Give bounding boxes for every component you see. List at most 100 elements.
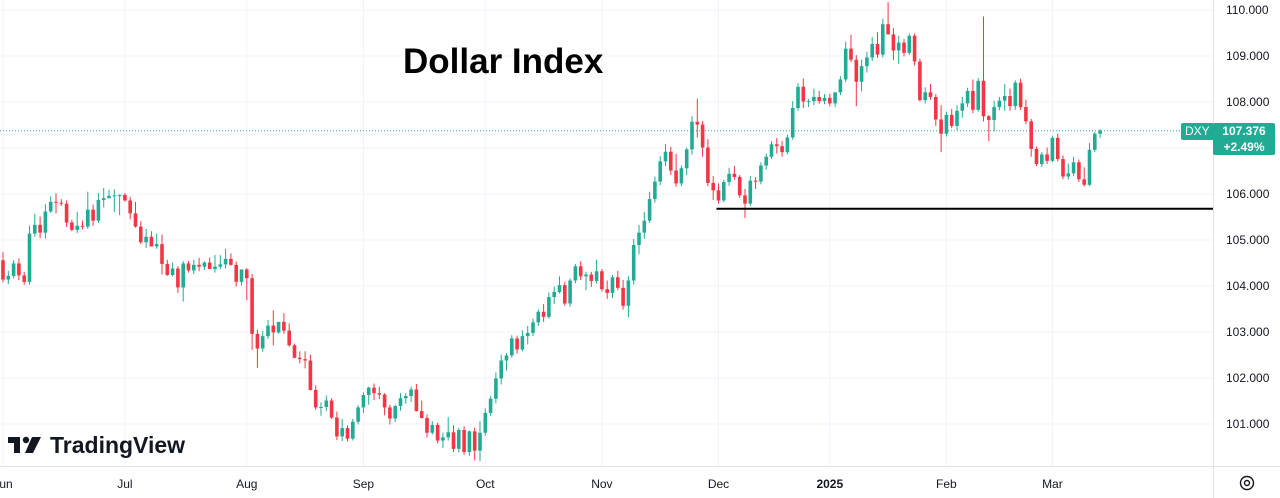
candle-body: [557, 285, 562, 292]
candle-body: [165, 263, 170, 275]
candle-body: [669, 151, 673, 171]
candle-body: [870, 44, 874, 58]
candle-body: [197, 264, 201, 267]
candle-body: [817, 96, 821, 102]
candle-body: [70, 222, 74, 230]
candle-body: [1040, 154, 1044, 165]
candle-body: [96, 199, 101, 221]
candle-body: [260, 336, 265, 349]
candle-body: [939, 119, 943, 134]
candle-body: [446, 432, 450, 438]
candle-body: [828, 97, 832, 104]
candle-body: [11, 263, 16, 276]
candle-body: [1098, 130, 1102, 134]
candle-body: [388, 407, 392, 419]
candle-body: [594, 271, 599, 281]
tradingview-logo-icon: [8, 436, 41, 453]
candle-body: [785, 137, 790, 153]
candle-body: [706, 147, 710, 183]
candle-body: [1, 260, 5, 280]
candle-body: [510, 338, 514, 356]
gear-icon[interactable]: [1238, 474, 1256, 492]
candle-body: [43, 211, 48, 233]
candle-body: [425, 418, 429, 433]
candle-body: [181, 263, 185, 288]
candle-body: [213, 266, 217, 269]
candle-body: [382, 394, 387, 408]
candle-body: [796, 86, 800, 108]
candle-body: [854, 59, 859, 82]
candle-body: [345, 428, 350, 439]
candle-body: [965, 90, 970, 104]
candle-body: [149, 236, 154, 247]
candle-body: [743, 195, 747, 204]
candle-body: [27, 233, 32, 282]
x-tick-label: Aug: [236, 477, 257, 491]
candle-body: [329, 400, 334, 418]
logo-text: TradingView: [50, 431, 186, 458]
candle-body: [494, 378, 498, 399]
candle-body: [366, 387, 371, 396]
candle-body: [843, 48, 848, 80]
chart-title: Dollar Index: [403, 42, 604, 81]
candle-body: [531, 322, 535, 333]
candle-body: [616, 277, 620, 288]
candle-body: [276, 321, 281, 333]
candle-body: [271, 325, 276, 333]
candle-body: [578, 266, 583, 277]
candle-body: [504, 355, 509, 361]
candle-body: [239, 269, 244, 282]
candle-body: [255, 333, 260, 349]
candle-body: [759, 165, 763, 182]
candle-body: [75, 225, 79, 230]
candle-body: [91, 209, 95, 221]
y-tick-label: 105.000: [1226, 233, 1270, 247]
candle-body: [886, 24, 890, 35]
candle-body: [1018, 82, 1023, 108]
y-tick-label: 101.000: [1226, 417, 1270, 431]
candle-body: [154, 244, 159, 247]
candle-body: [250, 278, 254, 334]
candle-body: [186, 263, 191, 271]
candle-body: [38, 224, 42, 233]
candle-body: [780, 146, 784, 153]
candle-body: [859, 66, 864, 82]
candle-body: [732, 173, 737, 177]
candle-body: [64, 203, 69, 223]
x-tick-label: Oct: [476, 477, 495, 491]
candle-body: [457, 429, 461, 449]
tradingview-logo[interactable]: TradingView: [8, 430, 185, 460]
y-tick-label: 110.000: [1226, 3, 1269, 17]
candle-body: [541, 311, 546, 317]
candle-body: [107, 195, 111, 199]
candle-body: [292, 345, 297, 358]
candle-body: [679, 168, 684, 184]
candle-body: [610, 277, 615, 293]
candle-body: [1045, 154, 1049, 161]
candle-body: [934, 96, 938, 120]
y-tick-label: 108.000: [1226, 95, 1270, 109]
x-tick-label: Feb: [936, 477, 957, 491]
y-tick-label: 103.000: [1226, 325, 1270, 339]
candle-body: [865, 57, 869, 67]
candle-body: [303, 359, 307, 361]
candle-body: [849, 48, 853, 60]
candle-body: [992, 107, 996, 120]
candle-body: [308, 360, 313, 390]
candle-body: [753, 180, 758, 182]
candle-body: [700, 124, 705, 148]
candle-body: [790, 107, 795, 138]
symbol-tag: DXY: [1181, 123, 1214, 140]
candle-body: [170, 268, 175, 275]
candle-body: [812, 96, 816, 102]
candle-body: [663, 151, 668, 162]
candle-body: [351, 421, 355, 439]
candle-body: [997, 100, 1002, 108]
candle-body: [160, 244, 164, 264]
candle-body: [684, 149, 689, 169]
candle-body: [1024, 107, 1028, 122]
candle-body: [838, 79, 843, 93]
candle-body: [467, 431, 472, 453]
x-tick-label: Mar: [1042, 477, 1063, 491]
